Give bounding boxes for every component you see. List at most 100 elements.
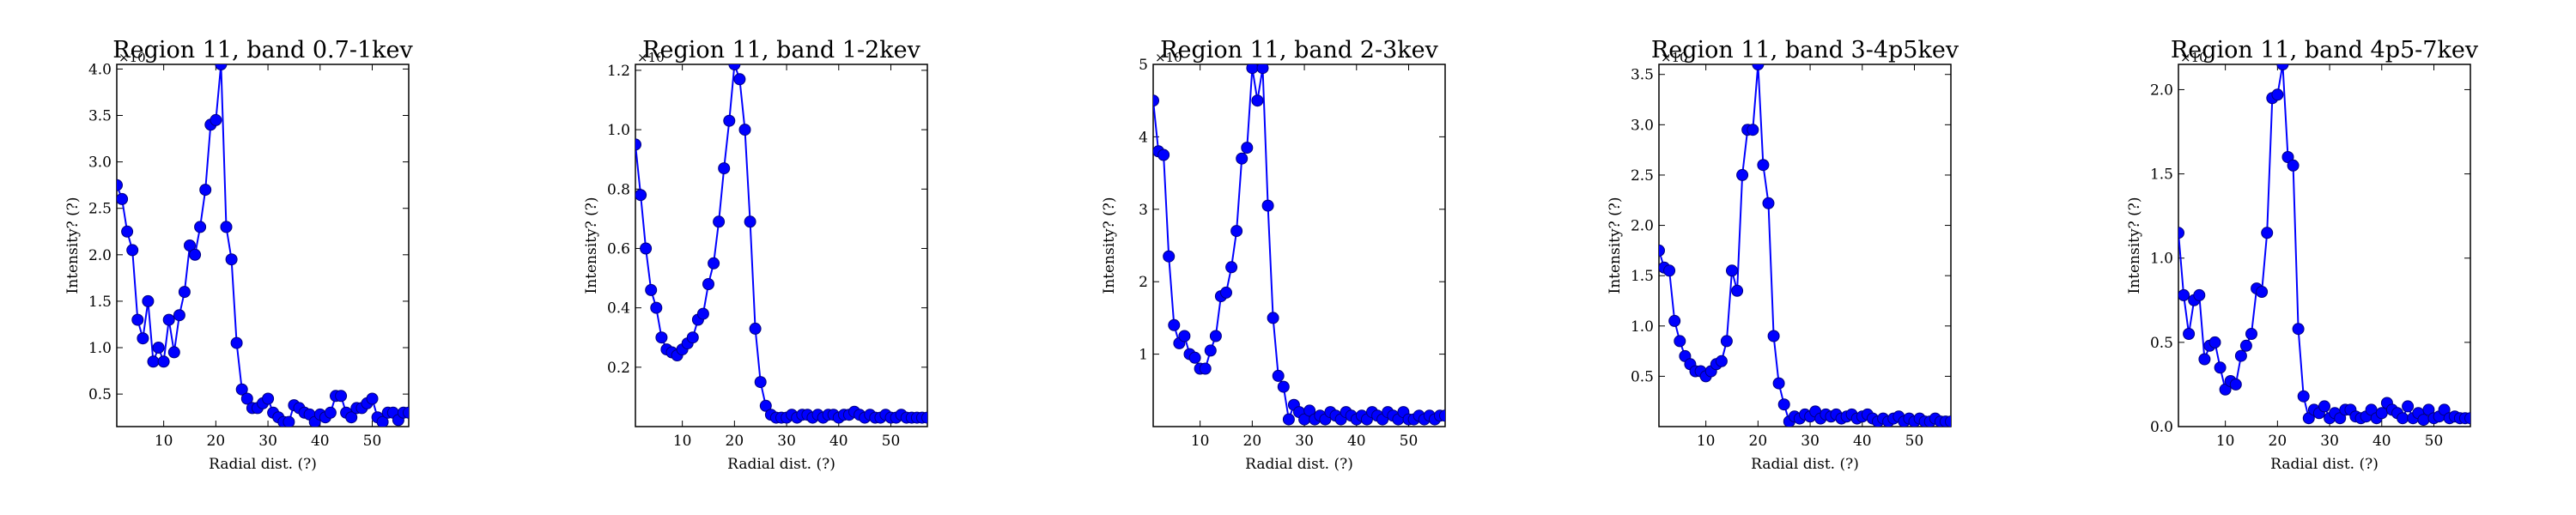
y-tick-label: 1.0 bbox=[88, 340, 112, 357]
data-point bbox=[1267, 312, 1279, 324]
data-point bbox=[173, 309, 185, 322]
x-tick-label: 40 bbox=[2372, 433, 2391, 450]
x-tick-label: 40 bbox=[1853, 433, 1872, 450]
chart-title: Region 11, band 2-3kev bbox=[1160, 37, 1438, 64]
y-tick-label: 0.8 bbox=[607, 181, 630, 198]
x-tick-label: 50 bbox=[2425, 433, 2444, 450]
data-point bbox=[1236, 152, 1249, 165]
data-point bbox=[2214, 361, 2227, 374]
data-point bbox=[194, 221, 207, 233]
y-tick-label: 2.0 bbox=[1631, 218, 1654, 235]
y-tick-label: 3 bbox=[1139, 202, 1148, 219]
data-point bbox=[2261, 227, 2274, 239]
y-tick-label: 2.5 bbox=[1631, 167, 1654, 185]
x-axis-label: Radial dist. (?) bbox=[1245, 456, 1353, 473]
data-point bbox=[167, 346, 180, 359]
data-point bbox=[645, 283, 658, 296]
data-point bbox=[178, 286, 191, 299]
plot-frame bbox=[2178, 64, 2471, 427]
data-point bbox=[152, 342, 165, 354]
y-tick-label: 2.0 bbox=[2150, 82, 2173, 99]
data-point bbox=[199, 184, 212, 197]
chart-panel-5: Region 11, band 4p5-7kev 10 20 30 40 50 0.0 0.5… bbox=[2126, 37, 2479, 473]
y-tick-label: 3.0 bbox=[88, 154, 112, 172]
data-point bbox=[1752, 64, 1765, 70]
data-point bbox=[2397, 412, 2409, 425]
data-point bbox=[1251, 94, 1264, 107]
x-tick-label: 20 bbox=[207, 433, 226, 450]
data-point bbox=[1736, 168, 1749, 181]
data-point bbox=[1726, 264, 1738, 277]
x-tick-label: 50 bbox=[882, 433, 901, 450]
data-point bbox=[2198, 353, 2211, 366]
axis-offset-label: ×10 bbox=[637, 50, 665, 65]
data-point bbox=[1767, 330, 1780, 342]
data-point bbox=[2208, 336, 2221, 348]
data-point bbox=[2183, 328, 2196, 340]
y-tick-label: 1.0 bbox=[1631, 318, 1654, 336]
y-tick-label: 0.5 bbox=[2150, 335, 2173, 352]
plot-frame bbox=[635, 64, 928, 427]
x-tick-label: 30 bbox=[1801, 433, 1820, 450]
data-point bbox=[1731, 284, 1744, 297]
data-point bbox=[2297, 390, 2310, 403]
data-point bbox=[147, 355, 160, 368]
data-point bbox=[702, 278, 714, 290]
chart-panel-1: Region 11, band 0.7-1kev 10 20 30 40 50 0.5 1.0… bbox=[64, 37, 413, 473]
data-point bbox=[640, 242, 653, 255]
series-line bbox=[117, 64, 409, 424]
x-tick-label: 40 bbox=[829, 433, 848, 450]
data-point bbox=[157, 355, 170, 368]
axis-offset-label: ×10 bbox=[1155, 50, 1182, 65]
data-point bbox=[1282, 413, 1295, 426]
chart-title: Region 11, band 4p5-7kev bbox=[2171, 37, 2479, 64]
y-axis-label: Intensity? (?) bbox=[64, 197, 82, 294]
y-tick-label: 1.0 bbox=[607, 122, 630, 139]
y-tick-label: 4.0 bbox=[88, 61, 112, 78]
data-point bbox=[921, 411, 927, 424]
data-point bbox=[142, 294, 155, 307]
data-point bbox=[650, 301, 663, 314]
data-point bbox=[759, 399, 772, 412]
y-axis-label: Intensity? (?) bbox=[1607, 197, 1624, 294]
data-point bbox=[1659, 244, 1665, 257]
x-tick-label: 20 bbox=[726, 433, 744, 450]
data-point bbox=[744, 215, 756, 228]
data-point bbox=[210, 113, 222, 126]
x-tick-label: 10 bbox=[1697, 433, 1716, 450]
data-point bbox=[1230, 225, 1243, 238]
y-tick-label: 3.0 bbox=[1631, 117, 1654, 134]
data-point bbox=[1178, 330, 1191, 342]
data-point bbox=[1199, 362, 1212, 375]
y-tick-label: 5 bbox=[1139, 57, 1148, 74]
data-point bbox=[1277, 380, 1290, 393]
x-axis-label: Radial dist. (?) bbox=[209, 456, 317, 473]
data-point bbox=[723, 114, 736, 127]
data-point bbox=[696, 307, 709, 320]
data-point bbox=[1272, 369, 1285, 382]
data-point bbox=[1747, 124, 1759, 136]
y-tick-label: 0.2 bbox=[607, 360, 630, 377]
data-point bbox=[1772, 377, 1785, 390]
y-tick-label: 2 bbox=[1139, 274, 1148, 291]
plot-frame bbox=[1152, 64, 1446, 427]
data-point bbox=[215, 64, 228, 70]
data-point bbox=[733, 73, 746, 86]
y-tick-label: 1.5 bbox=[2150, 167, 2173, 184]
x-tick-label: 30 bbox=[777, 433, 796, 450]
data-point bbox=[335, 390, 348, 403]
data-point bbox=[1715, 354, 1728, 367]
data-point bbox=[117, 192, 129, 205]
data-point bbox=[137, 332, 149, 345]
y-tick-label: 3.5 bbox=[1631, 67, 1654, 84]
x-tick-label: 50 bbox=[363, 433, 382, 450]
data-point bbox=[1945, 415, 1951, 427]
data-point bbox=[1256, 64, 1269, 75]
x-axis-label: Radial dist. (?) bbox=[1751, 456, 1859, 473]
y-tick-label: 3.5 bbox=[88, 108, 112, 125]
x-axis-label: Radial dist. (?) bbox=[727, 456, 835, 473]
y-tick-label: 4 bbox=[1139, 129, 1148, 146]
data-point bbox=[184, 239, 196, 251]
chart-panel-2: Region 11, band 1-2kev 10 20 30 40 50 0.2 0.4 0.… bbox=[583, 37, 928, 473]
